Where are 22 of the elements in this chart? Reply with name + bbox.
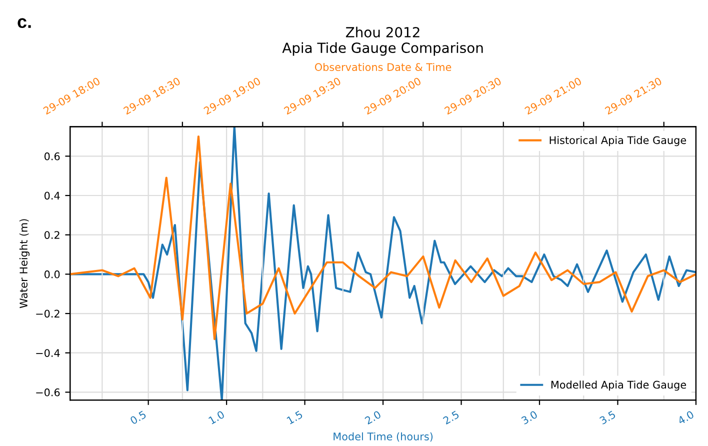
- x-tick-label: 1.0: [208, 410, 225, 424]
- chart-title: Zhou 2012 Apia Tide Gauge Comparison: [282, 26, 483, 56]
- text: c.: [18, 18, 31, 28]
- x-tick-label: 3.5: [599, 410, 616, 425]
- y-tick-label: −0.2: [36, 310, 60, 318]
- x-tick-label: 4.0: [677, 410, 694, 425]
- x-tick-label: 2.5: [442, 410, 460, 425]
- y-axis-title: Water Height (m): [19, 219, 30, 308]
- y-tick-label: −0.6: [36, 388, 60, 396]
- x-axis-title: Model Time (hours): [334, 432, 433, 442]
- y-tick-label: 0.6: [44, 152, 60, 160]
- y-tick-label: 0.4: [44, 192, 60, 200]
- x-tick-label: 1.5: [286, 410, 303, 424]
- legend-label: Historical Apia Tide Gauge: [550, 136, 686, 146]
- x2-axis-title: Observations Date & Time: [314, 62, 452, 72]
- legend-label: Modelled Apia Tide Gauge: [551, 380, 686, 391]
- y-tick-label: 0.0: [44, 270, 60, 278]
- x-tick-label: 2.0: [364, 410, 382, 425]
- x-tick-label: 0.5: [130, 410, 147, 425]
- y-tick-label: 0.2: [44, 231, 60, 239]
- y-tick-label: −0.4: [36, 349, 60, 357]
- x-tick-label: 3.0: [520, 410, 538, 425]
